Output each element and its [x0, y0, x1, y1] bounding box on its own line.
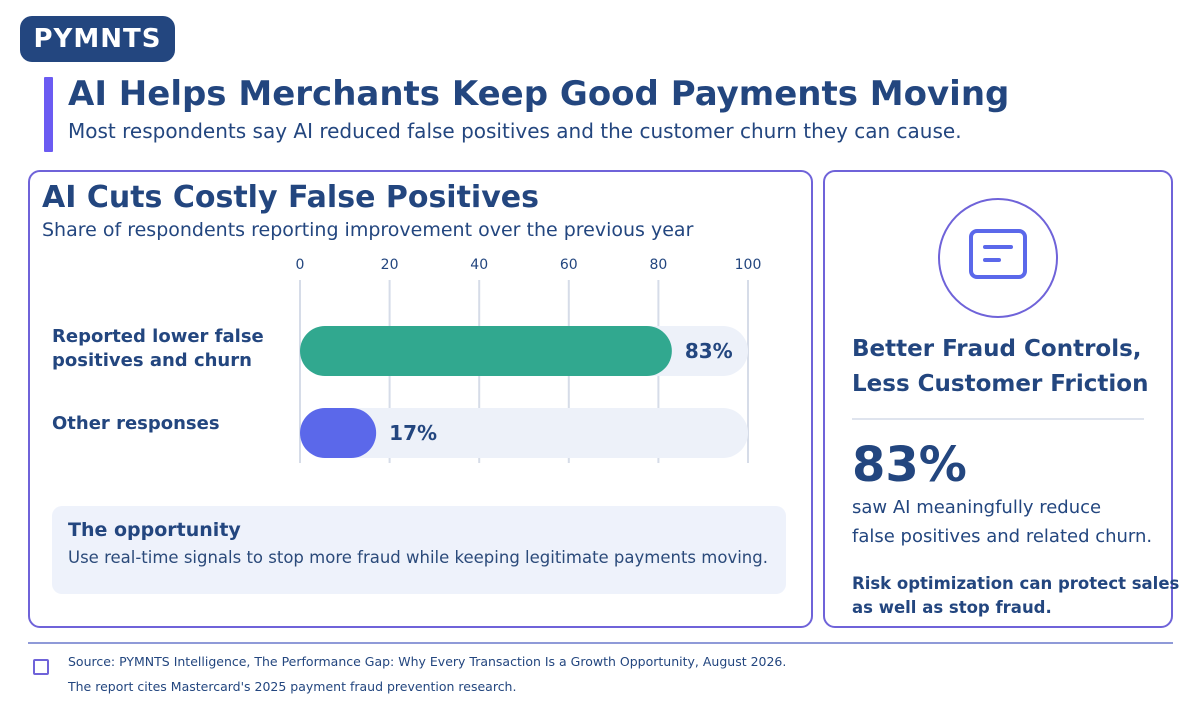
footer-source: Source: PYMNTS Intelligence, The Perform…: [68, 654, 787, 669]
chart-title: AI Cuts Costly False Positives: [42, 180, 539, 215]
footer-divider: [28, 642, 1173, 644]
category-label-line: positives and churn: [52, 350, 252, 371]
x-tick-label: 60: [560, 257, 578, 273]
x-tick-label: 80: [649, 257, 667, 273]
stat-heading-line1: Better Fraud Controls,: [852, 336, 1142, 362]
bar: [300, 326, 672, 376]
page-title: AI Helps Merchants Keep Good Payments Mo…: [68, 74, 1010, 114]
bar-track: [300, 408, 748, 458]
opportunity-text: Use real-time signals to stop more fraud…: [68, 548, 768, 567]
pymnts-logo: PYMNTS: [20, 16, 175, 62]
footer-note: The report cites Mastercard's 2025 payme…: [68, 679, 517, 694]
icon-circle: [938, 198, 1058, 318]
footer-marker: [33, 659, 49, 675]
data-label: 83%: [685, 339, 733, 363]
stat-heading-line2: Less Customer Friction: [852, 371, 1149, 397]
bar: [300, 408, 377, 458]
stat-panel: [823, 170, 1173, 628]
title-accent-bar: [44, 77, 53, 152]
document-line: [983, 245, 1013, 249]
opportunity-box: [52, 506, 786, 594]
x-tick-label: 0: [296, 257, 305, 273]
x-tick-label: 40: [470, 257, 488, 273]
data-label: 17%: [389, 421, 437, 445]
category-label-line: Reported lower false: [52, 326, 264, 347]
opportunity-title: The opportunity: [68, 519, 241, 541]
category-label-line: Other responses: [52, 413, 220, 434]
stat-value: 83%: [852, 437, 967, 493]
document-line: [983, 258, 1001, 262]
stat-divider: [852, 418, 1144, 420]
stat-note-line1: Risk optimization can protect sales: [852, 574, 1180, 593]
stat-description-line2: false positives and related churn.: [852, 526, 1153, 547]
stat-description-line1: saw AI meaningfully reduce: [852, 497, 1102, 518]
category-label-other-responses: Other responses: [52, 412, 220, 436]
x-tick-label: 20: [381, 257, 399, 273]
stat-note-line2: as well as stop fraud.: [852, 598, 1052, 617]
x-tick-label: 100: [735, 257, 762, 273]
page-subtitle: Most respondents say AI reduced false po…: [68, 119, 962, 143]
document-icon: [969, 229, 1027, 279]
chart-subtitle: Share of respondents reporting improveme…: [42, 219, 694, 241]
category-label-lower-false-positives: Reported lower false positives and churn: [52, 325, 264, 373]
